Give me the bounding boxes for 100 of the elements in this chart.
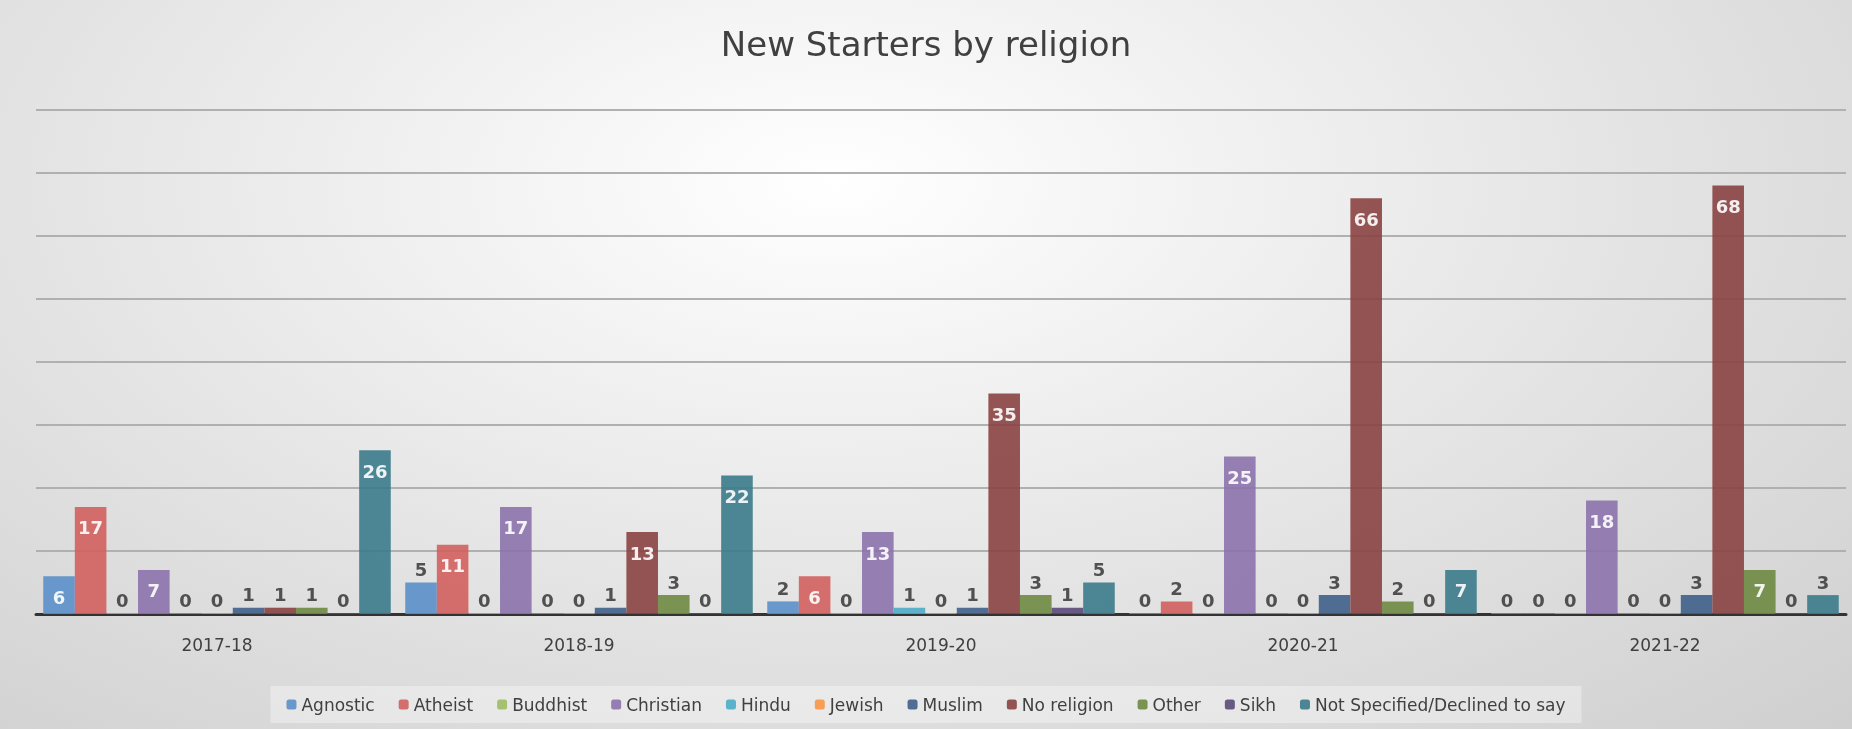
- data-label: 26: [362, 460, 388, 482]
- bar: [1680, 595, 1713, 614]
- legend-label: Muslim: [922, 694, 983, 715]
- bar: [1224, 456, 1256, 614]
- data-label: 0: [1138, 589, 1152, 611]
- data-label: 6: [52, 586, 66, 608]
- data-label: 6: [808, 586, 821, 608]
- legend-label: Atheist: [413, 694, 474, 715]
- data-label: 1: [903, 584, 916, 606]
- data-label: 0: [115, 589, 129, 611]
- data-label: 0: [839, 589, 853, 611]
- bar: [956, 607, 989, 614]
- bar: [43, 576, 75, 614]
- data-label: 0: [541, 589, 554, 611]
- bar: [74, 506, 107, 614]
- bar: [500, 506, 532, 614]
- bar: [232, 607, 265, 614]
- data-label: 2: [1170, 577, 1183, 599]
- bar: [1083, 582, 1115, 614]
- bar: [1381, 601, 1414, 614]
- bar: [657, 595, 690, 614]
- data-label: 0: [179, 589, 192, 611]
- bar: [594, 607, 627, 614]
- data-label: 66: [1353, 208, 1379, 230]
- data-label: 5: [414, 559, 428, 580]
- bar: [1051, 607, 1084, 614]
- bar: [359, 450, 391, 614]
- bar: [1019, 595, 1052, 614]
- legend-label: No religion: [1021, 694, 1114, 715]
- bar: [1743, 569, 1776, 614]
- data-label: 3: [667, 571, 681, 593]
- x-tick-label: 2020-21: [1267, 634, 1339, 655]
- legend-label: Agnostic: [301, 694, 375, 715]
- data-label: 1: [242, 584, 255, 606]
- x-tick-label: 2021-22: [1629, 634, 1701, 655]
- data-label: 1: [604, 584, 617, 606]
- data-label: 11: [440, 555, 466, 577]
- bar: [1160, 601, 1193, 614]
- data-label: 0: [1296, 589, 1310, 611]
- bar: [767, 601, 799, 614]
- bar: [721, 475, 753, 614]
- data-label: 1: [273, 584, 287, 606]
- data-label: 0: [337, 589, 350, 611]
- data-label: 17: [78, 517, 104, 539]
- legend-label: Hindu: [740, 694, 791, 715]
- data-label: 3: [1816, 571, 1830, 593]
- data-label: 1: [1061, 584, 1074, 606]
- data-label: 0: [477, 589, 491, 611]
- data-label: 7: [147, 580, 161, 602]
- bar: [1445, 569, 1477, 614]
- data-label: 3: [1328, 571, 1341, 593]
- data-label: 1: [305, 584, 319, 606]
- legend-label: Buddhist: [512, 694, 588, 715]
- data-label: 35: [991, 404, 1017, 425]
- data-label: 68: [1715, 196, 1741, 218]
- data-label: 25: [1227, 467, 1253, 488]
- data-label: 0: [1532, 589, 1545, 611]
- x-tick-label: 2019-20: [905, 634, 977, 655]
- legend-label: Jewish: [828, 694, 884, 715]
- data-label: 13: [629, 542, 655, 564]
- data-label: 0: [1201, 589, 1215, 611]
- data-label: 1: [966, 584, 979, 606]
- bar: [436, 544, 469, 614]
- data-label: 7: [1454, 580, 1468, 602]
- bar: [988, 393, 1020, 614]
- x-tick-label: 2017-18: [181, 634, 253, 655]
- bar: [1586, 500, 1618, 614]
- data-label: 0: [934, 589, 948, 611]
- data-label: 0: [1563, 589, 1577, 611]
- data-label: 2: [776, 577, 790, 599]
- data-label: 3: [1690, 571, 1703, 593]
- bar: [1350, 198, 1382, 614]
- data-label: 0: [1265, 589, 1278, 611]
- bar: [295, 607, 328, 614]
- data-label: 18: [1589, 511, 1615, 533]
- legend-label: Other: [1152, 694, 1201, 715]
- bar: [1712, 185, 1744, 614]
- data-label: 0: [1423, 589, 1436, 611]
- bar: [626, 532, 658, 614]
- data-label: 0: [1627, 589, 1640, 611]
- data-label: 0: [210, 589, 224, 611]
- data-label: 7: [1753, 580, 1767, 602]
- data-label: 0: [699, 589, 712, 611]
- data-label: 22: [724, 485, 750, 507]
- data-label: 13: [865, 542, 891, 564]
- legend-label: Not Specified/Declined to say: [1314, 694, 1566, 715]
- x-tick-label: 2018-19: [543, 634, 615, 655]
- data-label: 0: [1658, 589, 1672, 611]
- legend-label: Christian: [626, 694, 702, 715]
- bar: [405, 582, 437, 614]
- bar: [1807, 595, 1839, 614]
- legend-label: Sikh: [1239, 694, 1276, 715]
- data-label: 2: [1391, 577, 1405, 599]
- data-label: 0: [1500, 589, 1514, 611]
- bar: [1318, 595, 1351, 614]
- bar: [138, 569, 170, 614]
- bar: [862, 532, 894, 614]
- data-label: 17: [503, 517, 529, 539]
- bar: [264, 607, 296, 614]
- chart-title: New Starters by religion: [720, 24, 1132, 64]
